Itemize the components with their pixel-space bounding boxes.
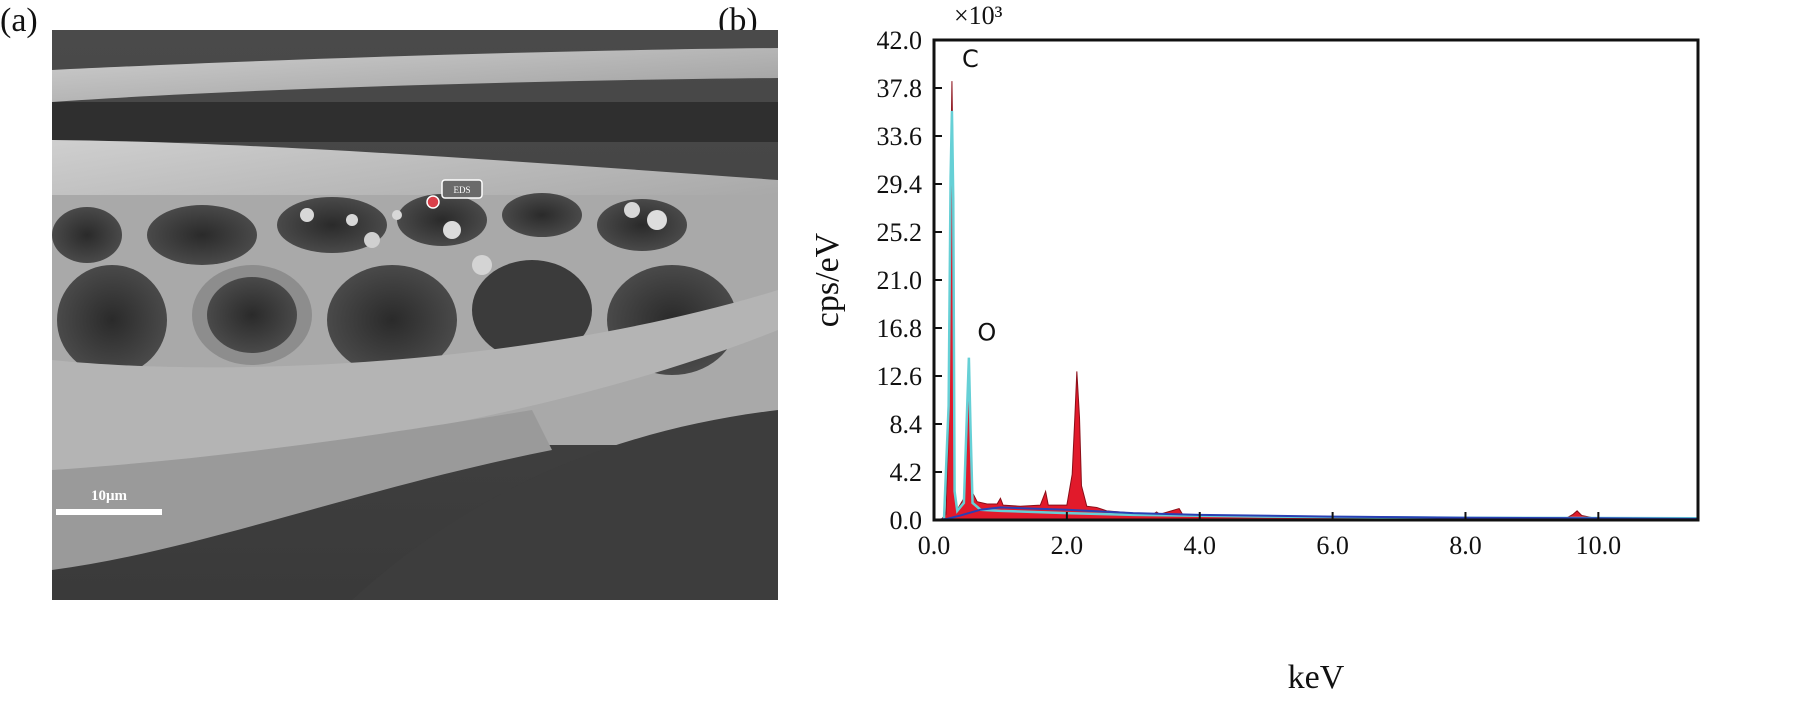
- eds-marker-label: EDS: [453, 185, 470, 195]
- peak-label-o: O: [977, 318, 996, 346]
- series-cyan-line: [934, 110, 1699, 522]
- eds-spectrum-chart: 0.0 4.2 8.4 12.6 16.8 21.0 25.2 29.4 33.6 37.8 42.…: [800, 0, 1806, 696]
- y-tick-label: 16.8: [877, 314, 923, 343]
- y-tick-label: 37.8: [877, 74, 923, 103]
- scale-bar: 10μm: [56, 488, 162, 515]
- y-tick-label: 0.0: [890, 506, 923, 535]
- eds-marker: EDS: [426, 179, 483, 209]
- y-tick-label: 42.0: [877, 26, 923, 55]
- y-tick-label: 8.4: [890, 410, 923, 439]
- y-tick-label: 25.2: [877, 218, 923, 247]
- y-axis-label: cps/eV: [809, 232, 846, 327]
- scale-bar-label: 10μm: [91, 488, 128, 504]
- y-tick-label: 12.6: [877, 362, 923, 391]
- x-tick-label: 2.0: [1051, 531, 1084, 560]
- panel-a-label: (a): [0, 2, 38, 39]
- series-red-area: [934, 81, 1699, 521]
- sem-micrograph: EDS 10μm: [52, 30, 778, 600]
- peak-label-c: C: [962, 45, 979, 73]
- x-tick-label: 0.0: [918, 531, 951, 560]
- y-tick-label: 29.4: [877, 170, 923, 199]
- y-axis-multiplier: ×10³: [954, 1, 1003, 30]
- x-tick-label: 6.0: [1316, 531, 1349, 560]
- plot-frame: [932, 38, 1700, 522]
- x-tick-label: 8.0: [1449, 531, 1482, 560]
- y-tick-label: 4.2: [890, 458, 923, 487]
- x-tick-label: 10.0: [1576, 531, 1622, 560]
- y-tick-label: 33.6: [877, 122, 923, 151]
- y-tick-label: 21.0: [877, 266, 923, 295]
- x-axis-label: keV: [1288, 659, 1345, 696]
- x-tick-label: 4.0: [1183, 531, 1216, 560]
